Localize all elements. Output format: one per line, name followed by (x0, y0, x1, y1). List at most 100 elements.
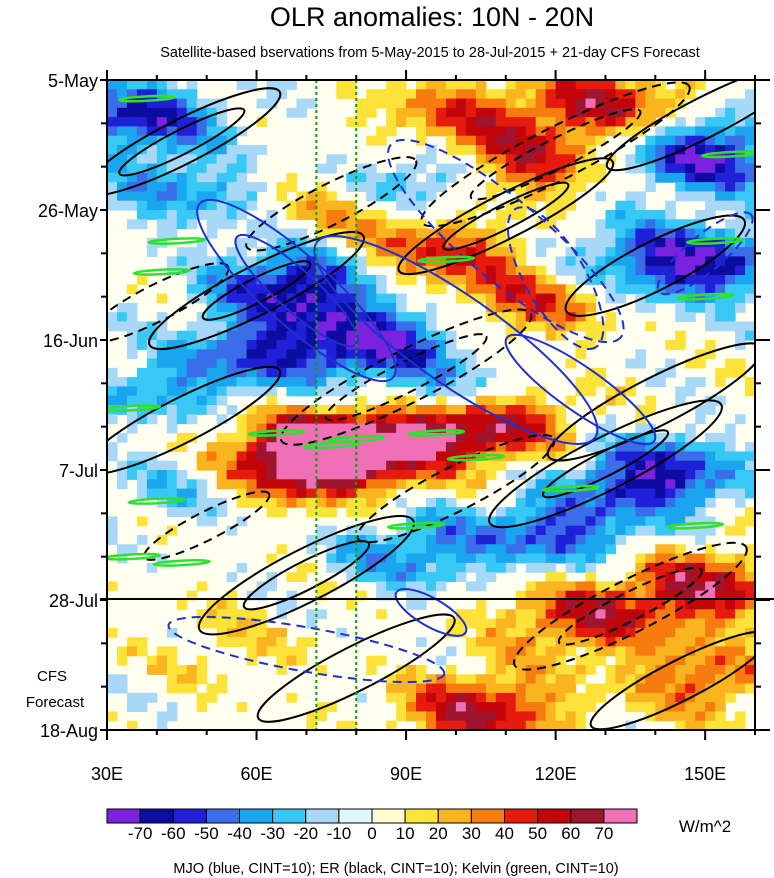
heat-cell (256, 98, 268, 109)
heat-cell (565, 702, 577, 713)
heat-cell (246, 609, 258, 620)
heat-cell (535, 135, 547, 146)
heat-cell (645, 145, 656, 155)
heat-cell (156, 312, 168, 323)
heat-cell (645, 525, 656, 536)
heat-cell (266, 89, 278, 100)
heat-cell (316, 312, 327, 323)
heat-cell (545, 535, 557, 545)
heat-cell (545, 665, 557, 675)
heat-cell (406, 172, 417, 183)
heat-cell (655, 219, 666, 230)
kelvin-contour (132, 268, 192, 276)
heat-cell (655, 432, 666, 443)
heat-cell (226, 247, 238, 258)
heat-cell (166, 442, 178, 453)
heat-cell (505, 683, 517, 694)
heat-cell (186, 405, 198, 415)
heat-cell (206, 256, 218, 267)
heat-cell (366, 228, 377, 239)
heat-cell (525, 275, 537, 285)
heat-cell (296, 302, 307, 313)
heat-cell (376, 451, 387, 462)
heat-cell (695, 210, 706, 220)
heat-cell (595, 646, 607, 657)
heat-cell (426, 414, 437, 425)
heat-cell (426, 302, 437, 313)
heat-cell (615, 98, 626, 109)
heat-cell (645, 488, 656, 499)
heat-cell (515, 600, 527, 610)
heat-cell (735, 284, 746, 295)
colorbar-swatch (603, 808, 638, 824)
heat-cell (107, 182, 118, 193)
heat-cell (535, 293, 547, 304)
heat-cell (276, 237, 288, 248)
heat-cell (306, 451, 317, 462)
heat-cell (416, 581, 427, 592)
heat-cell (286, 646, 298, 657)
heat-cell (406, 228, 417, 239)
heat-cell (206, 349, 218, 360)
heat-cell (515, 247, 527, 258)
heat-cell (745, 618, 755, 629)
heat-cell (545, 405, 557, 415)
heat-cell (705, 284, 716, 295)
heat-cell (545, 89, 557, 100)
heat-cell (426, 581, 437, 592)
heat-cell (116, 154, 128, 165)
heat-cell (565, 145, 577, 155)
heat-cell (505, 275, 517, 285)
heat-cell (725, 553, 736, 564)
heat-cell (266, 460, 278, 471)
heat-cell (665, 126, 676, 137)
heat-cell (735, 581, 746, 592)
mjo-contour (167, 615, 446, 684)
heat-cell (236, 182, 248, 193)
heat-cell (725, 720, 736, 730)
heat-cell (485, 432, 497, 443)
heat-cell (316, 219, 327, 230)
heat-cell (236, 80, 248, 90)
heat-cell (216, 321, 228, 332)
heat-cell (585, 646, 597, 657)
colorbar-swatch (305, 808, 340, 824)
heat-cell (505, 553, 517, 564)
heat-cell (515, 172, 527, 183)
heat-cell (475, 646, 487, 657)
heat-cell (455, 98, 467, 109)
heat-cell (465, 460, 477, 471)
heat-cell (645, 172, 656, 183)
heat-cell (745, 182, 755, 193)
heat-cell (276, 191, 288, 202)
heat-cell (435, 367, 447, 378)
heat-cell (316, 237, 327, 248)
heat-cell (475, 135, 487, 146)
heat-cell (725, 609, 736, 620)
heat-cell (176, 163, 188, 174)
heat-cell (156, 182, 168, 193)
heat-cell (645, 553, 656, 564)
heat-cell (655, 98, 666, 109)
heat-cell (495, 98, 507, 109)
heat-cell (266, 627, 278, 638)
heat-cell (306, 507, 317, 518)
heat-cell (406, 674, 417, 685)
heat-cell (605, 665, 617, 675)
heat-cell (416, 405, 427, 415)
heat-cell (565, 637, 577, 648)
heat-cell (256, 275, 268, 285)
x-tick-label: 60E (241, 764, 273, 784)
heat-cell (615, 507, 626, 518)
heat-cell (266, 284, 278, 295)
heat-cell (475, 720, 487, 730)
heat-cell (107, 98, 118, 109)
heat-cell (276, 405, 288, 415)
heat-cell (316, 507, 327, 518)
heat-cell (146, 451, 158, 462)
heat-cell (435, 377, 447, 388)
heat-cell (735, 609, 746, 620)
heat-cell (396, 683, 407, 694)
heat-cell (166, 377, 178, 388)
heat-cell (685, 516, 696, 527)
